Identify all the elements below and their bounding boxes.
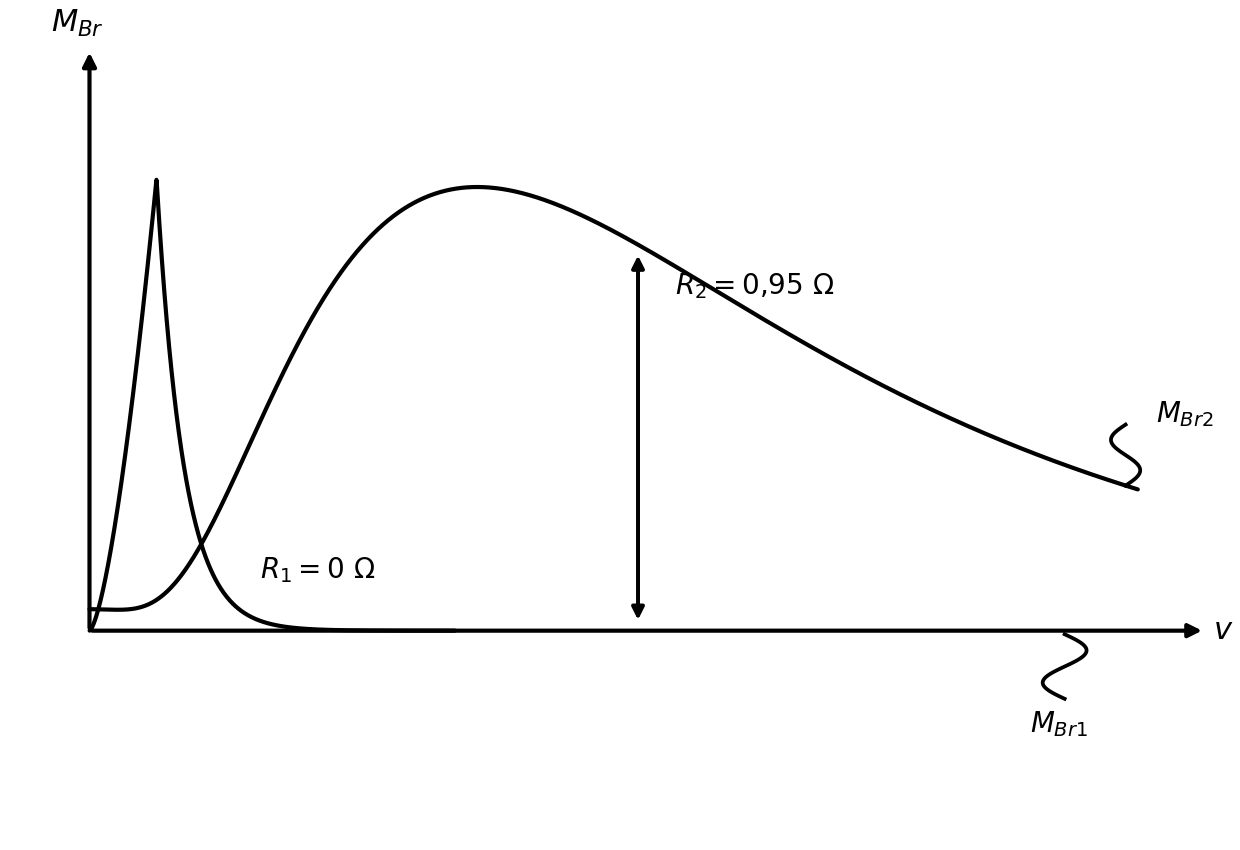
Text: $v$: $v$ <box>1214 615 1234 646</box>
Text: $M_{Br}$: $M_{Br}$ <box>51 8 104 39</box>
Text: $R_1 = 0\ \Omega$: $R_1 = 0\ \Omega$ <box>260 555 376 585</box>
Text: $M_{Br1}$: $M_{Br1}$ <box>1029 710 1087 740</box>
Text: $M_{Br2}$: $M_{Br2}$ <box>1156 399 1214 428</box>
Text: $R_2 = 0{,}95\ \Omega$: $R_2 = 0{,}95\ \Omega$ <box>675 271 835 301</box>
